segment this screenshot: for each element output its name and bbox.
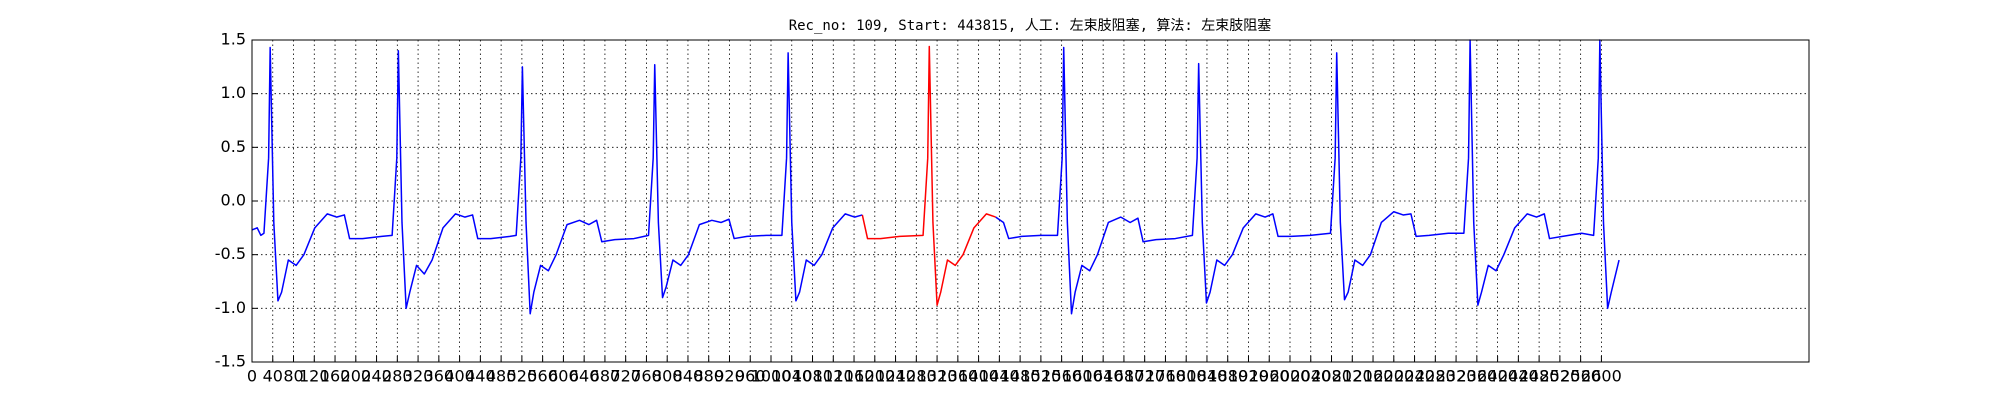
x-tick-label: 280 — [382, 367, 413, 386]
x-tick-label: 840 — [673, 367, 704, 386]
x-tick-label: 920 — [714, 367, 745, 386]
x-tick-label: 2480 — [1519, 367, 1560, 386]
x-tick-label: 1600 — [1062, 367, 1103, 386]
x-tick-label: 680 — [590, 367, 621, 386]
x-tick-label: 1000 — [751, 367, 792, 386]
x-tick-label: 800 — [652, 367, 683, 386]
x-tick-label: 400 — [444, 367, 475, 386]
x-tick-label: 1440 — [979, 367, 1020, 386]
x-tick-label: 1640 — [1083, 367, 1124, 386]
x-tick-label: 1800 — [1166, 367, 1207, 386]
x-tick-label: 2240 — [1394, 367, 1435, 386]
x-tick-label: 1960 — [1249, 367, 1290, 386]
y-tick-label: 1.0 — [221, 83, 246, 102]
x-tick-label: 1880 — [1207, 367, 1248, 386]
series-line — [861, 45, 996, 306]
x-tick-label: 640 — [569, 367, 600, 386]
y-tick-label: -1.0 — [215, 298, 246, 317]
x-tick-label: 520 — [507, 367, 538, 386]
x-tick-label: 1280 — [896, 367, 937, 386]
x-tick-label: 960 — [735, 367, 766, 386]
x-tick-label: 480 — [486, 367, 517, 386]
x-tick-label: 80 — [283, 367, 303, 386]
x-tick-label: 2200 — [1373, 367, 1414, 386]
x-tick-label: 2360 — [1456, 367, 1497, 386]
x-tick-label: 2000 — [1270, 367, 1311, 386]
x-tick-label: 2040 — [1290, 367, 1331, 386]
y-tick-label: 0.0 — [221, 191, 246, 210]
x-tick-label: 2080 — [1311, 367, 1352, 386]
x-tick-label: 320 — [403, 367, 434, 386]
x-tick-label: 2560 — [1560, 367, 1601, 386]
x-tick-label: 40 — [263, 367, 283, 386]
y-tick-label: 0.5 — [221, 137, 246, 156]
x-tick-label: 880 — [693, 367, 724, 386]
plot-frame — [251, 39, 1810, 363]
series-line — [251, 46, 863, 315]
x-tick-label: 120 — [299, 367, 330, 386]
x-tick-label: 1760 — [1145, 367, 1186, 386]
x-tick-label: 1360 — [937, 367, 978, 386]
x-tick-label: 760 — [631, 367, 662, 386]
x-tick-label: 1160 — [834, 367, 875, 386]
x-tick-label: 1120 — [813, 367, 854, 386]
x-tick-label: 1080 — [792, 367, 833, 386]
x-tick-label: 2320 — [1436, 367, 1477, 386]
x-tick-label: 1560 — [1041, 367, 1082, 386]
y-tick-label: 1.5 — [221, 30, 246, 49]
x-tick-label: 1400 — [958, 367, 999, 386]
x-tick-label: 1680 — [1104, 367, 1145, 386]
x-tick-label: 1920 — [1228, 367, 1269, 386]
series-line — [995, 39, 1620, 315]
x-tick-label: 160 — [320, 367, 351, 386]
x-tick-label: 2160 — [1353, 367, 1394, 386]
x-tick-label: 1840 — [1187, 367, 1228, 386]
x-tick-label: 1040 — [771, 367, 812, 386]
x-tick-label: 2120 — [1332, 367, 1373, 386]
x-tick-label: 720 — [610, 367, 641, 386]
x-tick-label: 2400 — [1477, 367, 1518, 386]
y-tick-label: -1.5 — [215, 352, 246, 371]
x-tick-label: 2600 — [1581, 367, 1622, 386]
x-tick-label: 360 — [424, 367, 455, 386]
chart-title: Rec_no: 109, Start: 443815, 人工: 左束肢阻塞, 算… — [789, 17, 1272, 34]
x-tick-label: 1200 — [854, 367, 895, 386]
x-tick-label: 2280 — [1415, 367, 1456, 386]
x-tick-label: 1520 — [1021, 367, 1062, 386]
x-tick-label: 1720 — [1124, 367, 1165, 386]
x-tick-label: 600 — [548, 367, 579, 386]
y-tick-label: -0.5 — [215, 244, 246, 263]
x-tick-label: 200 — [341, 367, 372, 386]
x-tick-label: 1480 — [1000, 367, 1041, 386]
x-tick-label: 440 — [465, 367, 496, 386]
x-tick-label: 240 — [361, 367, 392, 386]
x-tick-label: 560 — [527, 367, 558, 386]
x-tick-label: 2440 — [1498, 367, 1539, 386]
x-tick-label: 2520 — [1540, 367, 1581, 386]
x-tick-label: 1240 — [875, 367, 916, 386]
x-tick-label: 0 — [247, 367, 257, 386]
x-tick-label: 1320 — [917, 367, 958, 386]
